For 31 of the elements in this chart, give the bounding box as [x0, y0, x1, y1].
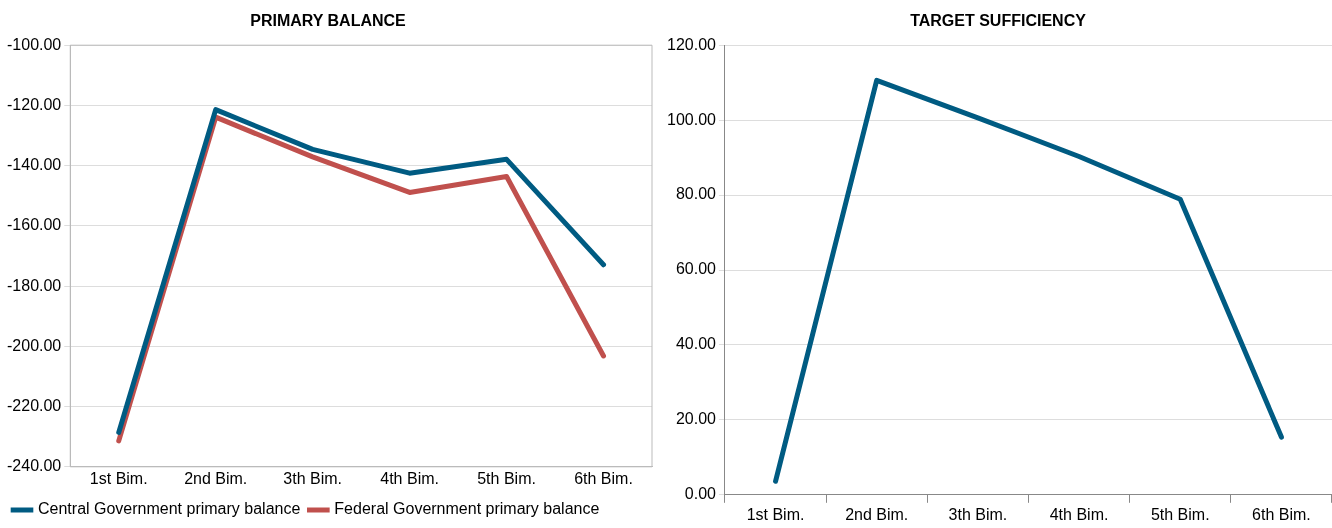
y-tick-label: 60.00 [675, 260, 717, 278]
y-tick-label: -100.00 [7, 35, 62, 53]
x-tick-label: 4th Bim. [1049, 505, 1109, 523]
y-tick-label: -240.00 [7, 457, 62, 475]
y-tick-label: -200.00 [7, 336, 62, 354]
y-tick-label: -160.00 [7, 216, 62, 234]
y-tick-label: -140.00 [7, 156, 62, 174]
y-tick-label: -120.00 [7, 95, 62, 113]
x-tick-label: 2nd Bim. [845, 505, 909, 523]
legend-label: Federal Government primary balance [334, 500, 600, 518]
y-tick-label: 20.00 [675, 410, 717, 428]
x-tick-label: 2nd Bim. [184, 469, 248, 487]
x-tick-label: 6th Bim. [1252, 505, 1311, 523]
x-tick-label: 5th Bim. [477, 469, 536, 487]
y-tick-label: 0.00 [684, 485, 717, 503]
legend-label: Central Government primary balance [38, 500, 301, 518]
chart-title: TARGET SUFFICIENCY [910, 12, 1087, 30]
x-tick-label: 4th Bim. [380, 469, 439, 487]
y-tick-label: -180.00 [7, 276, 62, 294]
x-tick-label: 5th Bim. [1150, 505, 1210, 523]
y-tick-label: 80.00 [675, 185, 717, 203]
y-tick-label: 40.00 [675, 335, 717, 353]
x-tick-label: 6th Bim. [574, 469, 633, 487]
chart-title: PRIMARY BALANCE [250, 12, 407, 30]
y-tick-label: 120.00 [667, 35, 717, 53]
x-tick-label: 3th Bim. [948, 505, 1008, 523]
y-tick-label: -220.00 [7, 396, 62, 414]
x-tick-label: 1st Bim. [746, 505, 805, 523]
y-tick-label: 100.00 [667, 110, 717, 128]
x-tick-label: 3th Bim. [283, 469, 342, 487]
x-tick-label: 1st Bim. [89, 469, 148, 487]
